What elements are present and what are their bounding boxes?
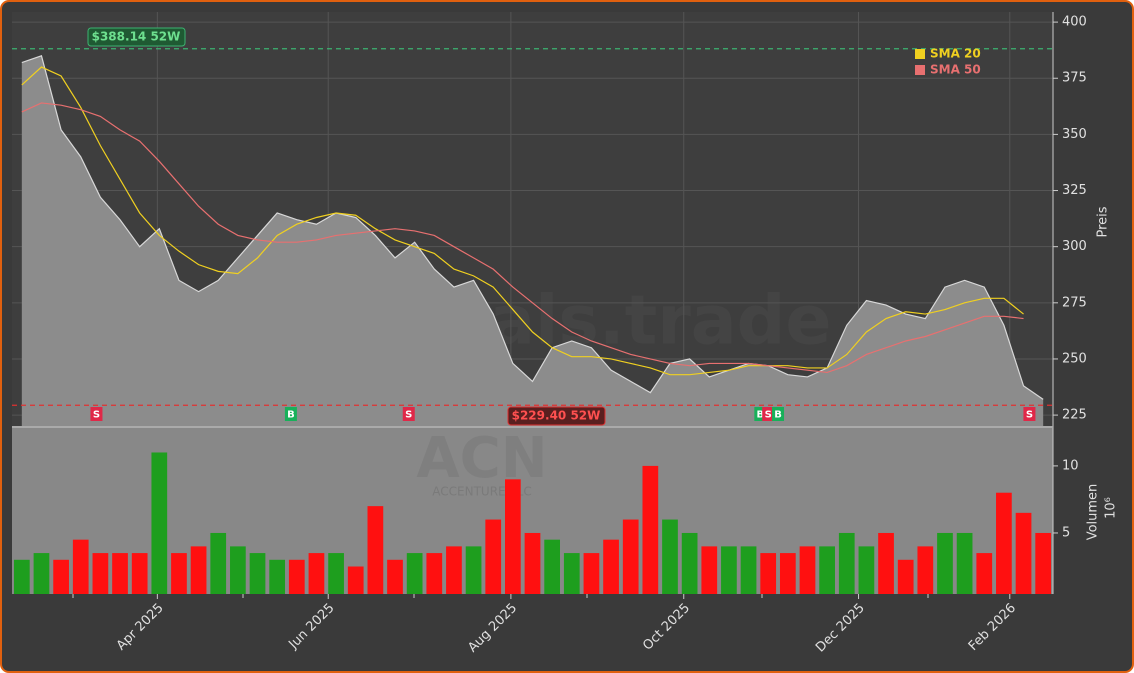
legend-swatch [915,49,925,59]
volume-bar [112,553,128,594]
signal-marker [402,407,415,421]
volume-bar [33,553,50,594]
volume-bar [131,553,148,594]
signal-label: S [405,410,412,421]
level-label-box [87,27,186,47]
volume-bar [13,559,30,594]
volume-bar [721,546,737,594]
volume-bar [622,519,639,594]
volume-bar [387,559,403,594]
volume-bar [288,559,305,594]
volume-bar [151,452,168,594]
y-axis-label: Volumen [1086,484,1101,541]
volume-bar [996,492,1012,594]
level-label: $388.14 52W [92,30,181,44]
volume-bar [701,546,718,594]
y-tick-label: 400 [1062,15,1087,30]
volume-bar [524,532,541,594]
signal-label: S [765,410,772,421]
volume-bar [406,553,423,594]
volume-bar [53,559,69,594]
volume-bar [956,532,973,594]
price-line [21,55,1044,400]
signal-marker [1023,407,1036,421]
legend-label: SMA 50 [930,63,981,77]
volume-bar [681,532,698,594]
volume-bar [190,546,207,594]
volume-bar [838,532,855,594]
y-tick-label: 375 [1062,71,1087,86]
sma-line [21,66,1024,376]
volume-bar [269,559,286,594]
volume-bar [976,553,993,594]
volume-bar [858,546,875,594]
layers: forexsignals.tradeACNACCENTURE PLC225250… [12,12,1119,656]
volume-bar [917,546,934,594]
volume-bar [465,546,482,594]
volume-bar [603,539,619,594]
signal-marker [772,407,785,421]
signal-label: B [757,410,765,421]
volume-bar [171,553,187,594]
volume-bar [249,553,266,594]
legend-swatch [915,65,925,75]
volume-bar [446,546,462,594]
signal-marker [90,407,103,421]
volume-bar [1015,512,1032,594]
y-tick-label: 300 [1062,239,1087,254]
y-tick-label: 350 [1062,127,1087,142]
volume-bar [485,519,502,594]
y-tick-label: 225 [1062,408,1087,423]
level-label: $229.40 52W [512,409,601,423]
volume-bar [92,553,109,594]
y-tick-label: 10 [1062,458,1079,473]
volume-bar [505,479,521,594]
volume-bar [308,553,325,594]
signal-marker [284,407,297,421]
signal-label: S [93,410,100,421]
watermark: ACN [416,426,547,491]
volume-bar [779,553,796,594]
price-area [21,55,1044,427]
y-tick-label: 250 [1062,351,1087,366]
signal-label: B [287,410,295,421]
volume-bar [210,532,227,594]
volume-bar [1035,532,1052,594]
level-label-box [507,406,606,426]
volume-bar [799,546,816,594]
volume-bar [878,532,894,594]
sma-line [21,102,1024,374]
y-tick-label: 325 [1062,183,1087,198]
volume-bar [367,506,384,594]
signal-label: B [774,410,782,421]
y-tick-label: 275 [1062,295,1087,310]
volume-bar [897,559,914,594]
volume-bar [583,553,600,594]
volume-bar [819,546,835,594]
volume-bar [937,532,953,594]
volume-bar [328,553,344,594]
volume-bar [760,553,777,594]
y-axis-label: Preis [1096,206,1111,237]
volume-bar [72,539,89,594]
volume-bar [544,539,560,594]
legend-label: SMA 20 [930,47,981,61]
signal-marker [762,407,775,421]
volume-bar [230,546,246,594]
y-axis-unit: 10⁶ [1104,497,1119,519]
y-tick-label: 5 [1062,525,1070,540]
volume-bar [347,566,364,594]
volume-bar [426,553,443,594]
signal-label: S [1026,410,1033,421]
volume-bar [642,465,659,594]
volume-bar [662,519,678,594]
volume-bar [740,546,757,594]
volume-bar [563,553,580,594]
